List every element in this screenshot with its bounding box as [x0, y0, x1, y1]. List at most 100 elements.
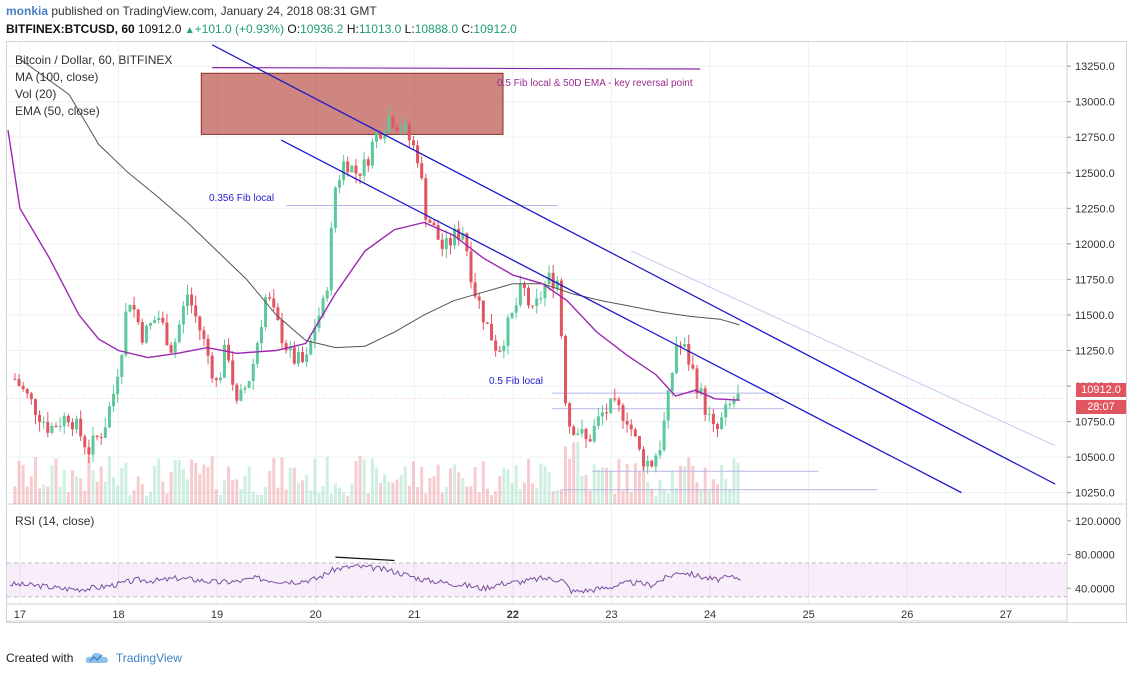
- volume-bar: [416, 487, 420, 504]
- candle-body: [576, 433, 580, 435]
- price-tick-label: 10500.0: [1075, 452, 1115, 464]
- tradingview-link[interactable]: TradingView: [115, 651, 182, 665]
- high-value: 11013.0: [358, 22, 402, 36]
- volume-bar: [305, 474, 309, 504]
- volume-bar: [629, 492, 633, 504]
- volume-bar: [461, 478, 465, 504]
- candle-body: [379, 132, 383, 139]
- volume-bar: [140, 484, 144, 504]
- volume-bar: [25, 486, 29, 504]
- volume-bar: [149, 491, 153, 504]
- price-tick-label: 12000.0: [1075, 239, 1115, 251]
- candle-body: [321, 298, 325, 316]
- candle-body: [539, 298, 543, 300]
- volume-bar: [128, 495, 132, 504]
- chart-panel[interactable]: 120.0000 80.0000 40.0000 13250.0 13000.0 127…: [6, 41, 1127, 623]
- candle-body: [527, 287, 531, 306]
- price-axis[interactable]: 13250.0 13000.0 12750.0 12500.0 12250.0 12000…: [1066, 42, 1115, 622]
- price-tick-label: 13000.0: [1075, 97, 1115, 109]
- volume-bar: [642, 459, 646, 504]
- volume-bar: [313, 459, 317, 504]
- volume-bar: [687, 457, 691, 504]
- candle-body: [346, 161, 350, 173]
- high-label: H:: [346, 22, 359, 36]
- volume-bar: [46, 486, 50, 504]
- time-tick-label: 22: [507, 609, 519, 621]
- candle-body: [502, 345, 506, 352]
- time-axis[interactable]: 17 18 19 20 21 22 23 24 25 26 27: [7, 609, 1067, 622]
- legend-ema[interactable]: EMA (50, close): [15, 104, 100, 118]
- volume-bar: [395, 479, 399, 504]
- low-value: 10888.0: [414, 22, 459, 36]
- created-with-text: Created with: [6, 651, 74, 665]
- candle-body: [695, 368, 699, 394]
- volume-bar: [268, 470, 272, 504]
- candle-body: [592, 425, 596, 442]
- candle-body: [198, 316, 202, 331]
- legend-ma[interactable]: MA (100, close): [15, 70, 99, 84]
- candle-body: [95, 435, 99, 438]
- volume-bar: [227, 466, 231, 504]
- candle-body: [132, 304, 136, 310]
- volume-bar: [79, 478, 83, 504]
- candle-body: [518, 284, 522, 306]
- volume-bar: [33, 457, 37, 504]
- volume-bar: [346, 495, 350, 504]
- last-price: 10912.0: [138, 22, 182, 36]
- candle-body: [255, 343, 259, 364]
- symbol-label: BITFINEX:BTCUSD, 60: [6, 22, 135, 36]
- candle-body: [33, 399, 37, 415]
- volume-bar: [116, 485, 120, 504]
- ema-50-line: [7, 129, 740, 401]
- bar-timer-tag: 28:07: [1076, 400, 1126, 414]
- volume-bar: [161, 481, 165, 504]
- volume-bar: [206, 467, 210, 504]
- candle-body: [284, 343, 288, 351]
- volume-bar: [670, 470, 674, 504]
- volume-bar: [514, 465, 518, 504]
- volume-bar: [251, 491, 255, 504]
- candle-body: [391, 116, 395, 128]
- volume-bar: [374, 467, 378, 504]
- candle-body: [173, 342, 177, 353]
- volume-bar: [247, 466, 251, 504]
- candle-body: [350, 165, 354, 173]
- candle-body: [107, 406, 111, 428]
- candle-body: [387, 116, 391, 132]
- volume-bar: [716, 484, 720, 504]
- volume-bar: [633, 463, 637, 504]
- volume-bar: [732, 458, 736, 504]
- legend-rsi[interactable]: RSI (14, close): [15, 514, 95, 528]
- time-tick-label: 27: [1000, 609, 1012, 621]
- author-name[interactable]: monkia: [6, 4, 49, 18]
- candle-body: [625, 420, 629, 425]
- volume-bar: [502, 468, 506, 504]
- candle-body: [699, 388, 703, 394]
- candle-body: [42, 421, 46, 423]
- candle-body: [448, 238, 452, 246]
- ma-100-line: [19, 58, 740, 349]
- candle-body: [481, 300, 485, 323]
- candle-body: [403, 123, 407, 131]
- candle-body: [563, 336, 567, 404]
- rsi-tick-label: 40.0000: [1075, 583, 1115, 595]
- legend-vol[interactable]: Vol (20): [15, 87, 57, 101]
- volume-bar: [527, 459, 531, 504]
- volume-bar: [231, 480, 235, 504]
- candle-body: [235, 384, 239, 401]
- close-value: 10912.0: [473, 22, 517, 36]
- candle-body: [555, 280, 559, 289]
- volume-bar: [29, 476, 33, 504]
- candle-body: [432, 222, 436, 226]
- price-chart[interactable]: 120.0000 80.0000 40.0000 13250.0 13000.0 127…: [7, 42, 1126, 622]
- candle-body: [280, 320, 284, 344]
- candle-body: [194, 305, 198, 317]
- candle-body: [559, 280, 563, 337]
- candle-body: [506, 317, 510, 346]
- candle-body: [99, 437, 103, 439]
- time-tick-label: 17: [14, 609, 26, 621]
- volume-bar: [531, 483, 535, 504]
- volume-bar: [494, 491, 498, 504]
- volume-bar: [506, 469, 510, 504]
- candle-body: [243, 387, 247, 390]
